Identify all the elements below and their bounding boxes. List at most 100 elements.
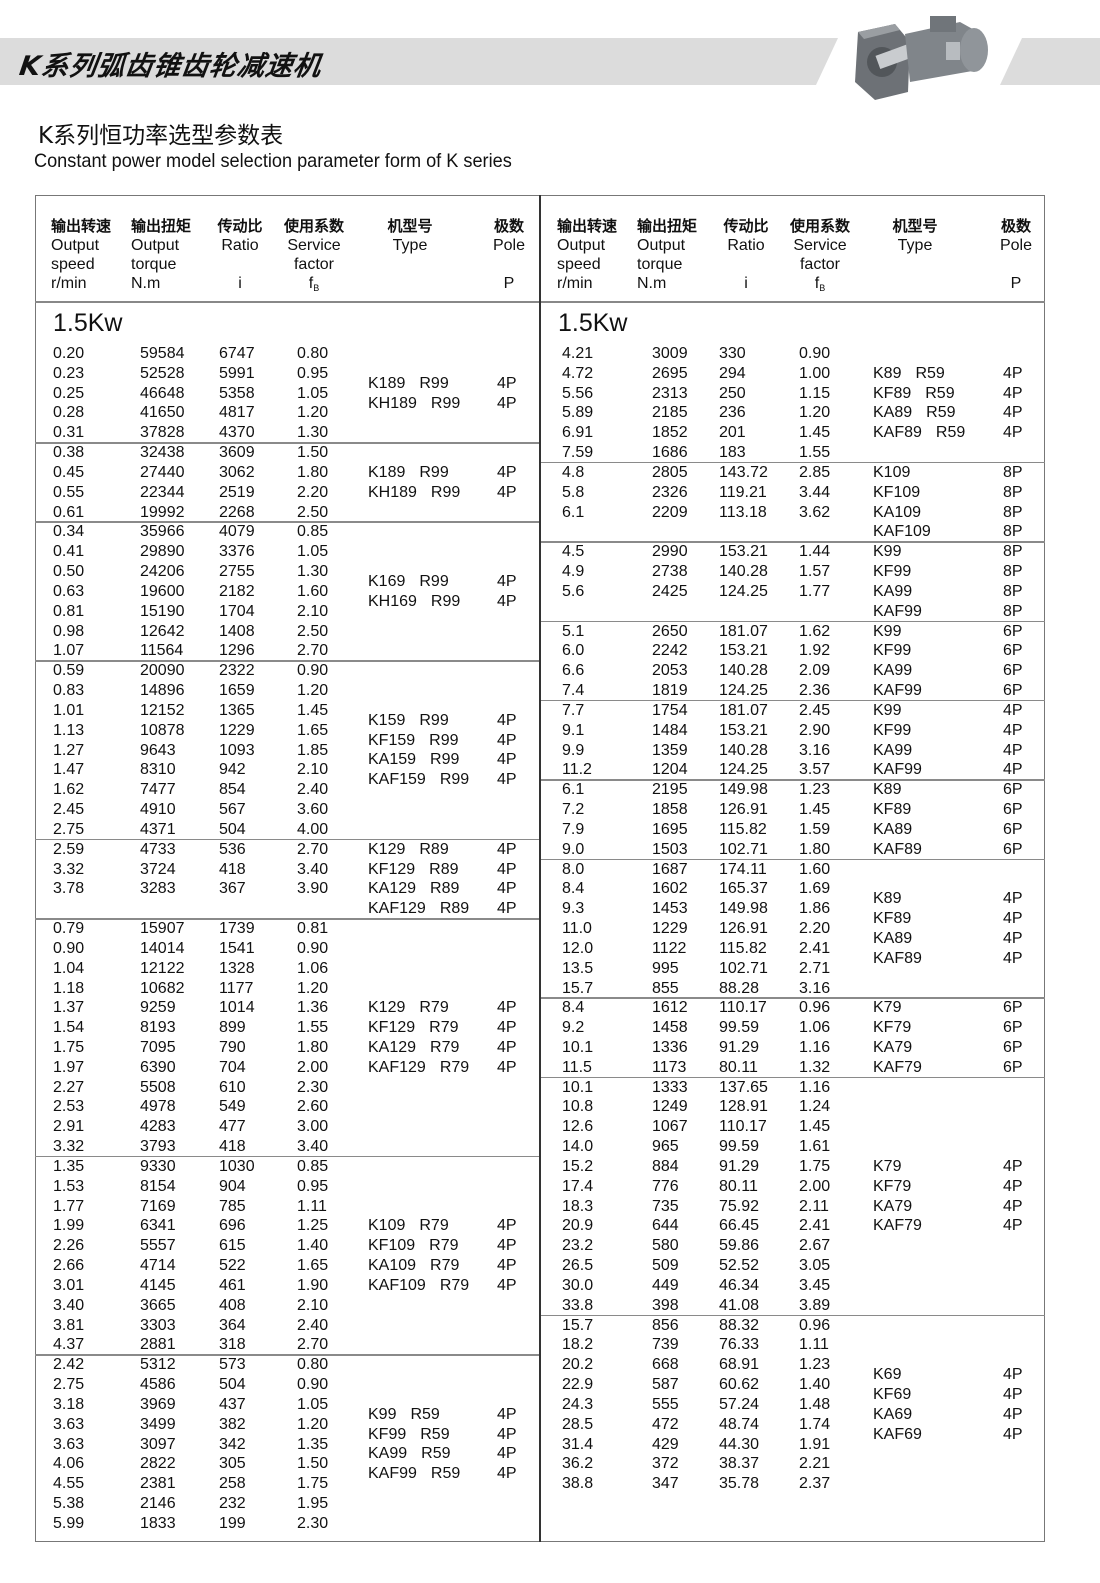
factor-cell: 1.60 bbox=[297, 582, 329, 600]
torque-cell: 2146 bbox=[140, 1495, 176, 1513]
table-row: 3.78 3283 367 3.90 bbox=[35, 879, 540, 899]
factor-cell: 1.50 bbox=[297, 1455, 329, 1473]
speed-cell: 0.79 bbox=[53, 920, 85, 938]
speed-cell: 1.13 bbox=[53, 721, 85, 739]
model-group: 0.20 59584 6747 0.80 0.23 52528 5991 0.95 0.25 46… bbox=[35, 344, 540, 443]
pole-count: 4P bbox=[1003, 741, 1023, 759]
column-header-en: Type bbox=[392, 237, 428, 254]
ratio-cell: 149.98 bbox=[719, 781, 768, 799]
factor-cell: 2.20 bbox=[799, 920, 831, 938]
table-row: 6.1 2209 113.18 3.62 bbox=[540, 503, 1045, 523]
model-name: KA89 bbox=[873, 820, 913, 838]
model-name: KA79 bbox=[873, 1038, 913, 1056]
table-row: 5.89 2185 236 1.20 bbox=[540, 403, 1045, 423]
ratio-cell: 2755 bbox=[219, 563, 255, 581]
ratio-cell: 113.18 bbox=[719, 503, 767, 521]
torque-cell: 41650 bbox=[140, 404, 185, 422]
table-row: 1.37 9259 1014 1.36 bbox=[35, 998, 540, 1018]
ratio-cell: 461 bbox=[219, 1276, 246, 1294]
ratio-cell: 236 bbox=[719, 404, 746, 422]
motor-name: R99 bbox=[430, 483, 461, 501]
motor-name: R99 bbox=[430, 751, 460, 769]
column-header: 传动比 Ratio i bbox=[200, 217, 280, 293]
column-header-unit: P bbox=[503, 275, 515, 292]
table-row: 0.20 59584 6747 0.80 bbox=[35, 344, 540, 364]
torque-cell: 4283 bbox=[140, 1118, 176, 1136]
ratio-cell: 367 bbox=[219, 880, 246, 898]
torque-cell: 2695 bbox=[652, 364, 688, 382]
speed-cell: 1.47 bbox=[53, 761, 85, 779]
model-name: K109 bbox=[368, 1217, 406, 1235]
factor-cell: 1.40 bbox=[297, 1237, 329, 1255]
ratio-cell: 899 bbox=[219, 1019, 246, 1037]
speed-cell: 9.9 bbox=[562, 741, 585, 759]
speed-cell: 11.2 bbox=[562, 761, 592, 779]
table-row: 1.13 10878 1229 1.65 bbox=[35, 721, 540, 741]
ratio-cell: 3609 bbox=[219, 444, 255, 462]
table-row: 38.8 347 35.78 2.37 bbox=[540, 1474, 1045, 1494]
table-row: 14.0 965 99.59 1.61 bbox=[540, 1137, 1045, 1157]
type-entry: K109 8P bbox=[873, 463, 1043, 483]
factor-cell: 2.70 bbox=[297, 840, 329, 858]
factor-cell: 2.30 bbox=[297, 1078, 329, 1096]
factor-cell: 1.80 bbox=[297, 463, 329, 481]
factor-cell: 1.15 bbox=[799, 384, 831, 402]
page-title-cn: K系列恒功率选型参数表 bbox=[38, 123, 284, 149]
ratio-cell: 1365 bbox=[219, 701, 255, 719]
type-list: K69 4P KF69 4P KA69 4P KAF69 4P bbox=[873, 1316, 1043, 1494]
speed-cell: 7.7 bbox=[562, 701, 585, 719]
type-entry: KF99 8P bbox=[873, 562, 1043, 582]
pole-count: 4P bbox=[497, 1405, 517, 1423]
type-list: K189 R99 4P KH189 R99 4P bbox=[368, 344, 538, 443]
type-entry: KF79 4P bbox=[873, 1177, 1043, 1197]
table-row: 15.7 855 88.28 3.16 bbox=[540, 979, 1045, 999]
ratio-cell: 305 bbox=[219, 1455, 246, 1473]
model-name: KA69 bbox=[873, 1405, 913, 1423]
factor-cell: 1.60 bbox=[799, 860, 831, 878]
table-row: 6.6 2053 140.28 2.09 bbox=[540, 661, 1045, 681]
factor-cell: 1.11 bbox=[799, 1336, 829, 1354]
motor-name: R79 bbox=[430, 1257, 460, 1275]
ratio-cell: 522 bbox=[219, 1257, 246, 1275]
ratio-cell: 2182 bbox=[219, 582, 255, 600]
torque-cell: 32438 bbox=[140, 444, 185, 462]
ratio-cell: 153.21 bbox=[719, 642, 768, 660]
model-name: K89 bbox=[873, 364, 902, 382]
table-row: 1.18 10682 1177 1.20 bbox=[35, 979, 540, 999]
pole-count: 6P bbox=[1003, 840, 1023, 858]
model-name: KH189 bbox=[368, 483, 417, 501]
column-header-en2 bbox=[706, 255, 786, 274]
torque-cell: 35966 bbox=[140, 523, 185, 541]
ratio-cell: 4370 bbox=[219, 424, 255, 442]
speed-cell: 1.53 bbox=[53, 1177, 85, 1195]
column-header-en: Output bbox=[131, 237, 180, 254]
motor-name: R99 bbox=[430, 394, 461, 412]
ratio-cell: 124.25 bbox=[719, 761, 768, 779]
factor-cell: 1.48 bbox=[799, 1395, 831, 1413]
ratio-cell: 567 bbox=[219, 801, 246, 819]
speed-cell: 11.0 bbox=[562, 920, 592, 938]
column-header-unit: i bbox=[744, 275, 748, 292]
speed-cell: 33.8 bbox=[562, 1296, 594, 1314]
torque-cell: 9259 bbox=[140, 999, 176, 1017]
model-name: KF99 bbox=[873, 642, 912, 660]
motor-name: R89 bbox=[430, 880, 460, 898]
factor-cell: 1.32 bbox=[799, 1058, 831, 1076]
speed-cell: 12.6 bbox=[562, 1118, 594, 1136]
model-name: K89 bbox=[873, 890, 902, 908]
table-row: 5.38 2146 232 1.95 bbox=[35, 1494, 540, 1514]
torque-cell: 10682 bbox=[140, 979, 185, 997]
type-entry: KF109 R79 4P bbox=[368, 1236, 538, 1256]
speed-cell: 6.1 bbox=[562, 503, 585, 521]
ratio-cell: 153.21 bbox=[719, 721, 768, 739]
factor-cell: 1.23 bbox=[799, 1356, 831, 1374]
table-row: 1.47 8310 942 2.10 bbox=[35, 760, 540, 780]
model-name: KA99 bbox=[873, 662, 913, 680]
ratio-cell: 1229 bbox=[219, 721, 255, 739]
ratio-cell: 1296 bbox=[219, 642, 255, 660]
model-name: KAF89 bbox=[873, 949, 922, 967]
type-entry: KAF99 4P bbox=[873, 760, 1043, 780]
model-name: K129 bbox=[368, 999, 406, 1017]
factor-cell: 1.45 bbox=[799, 801, 831, 819]
table-row: 0.25 46648 5358 1.05 bbox=[35, 384, 540, 404]
